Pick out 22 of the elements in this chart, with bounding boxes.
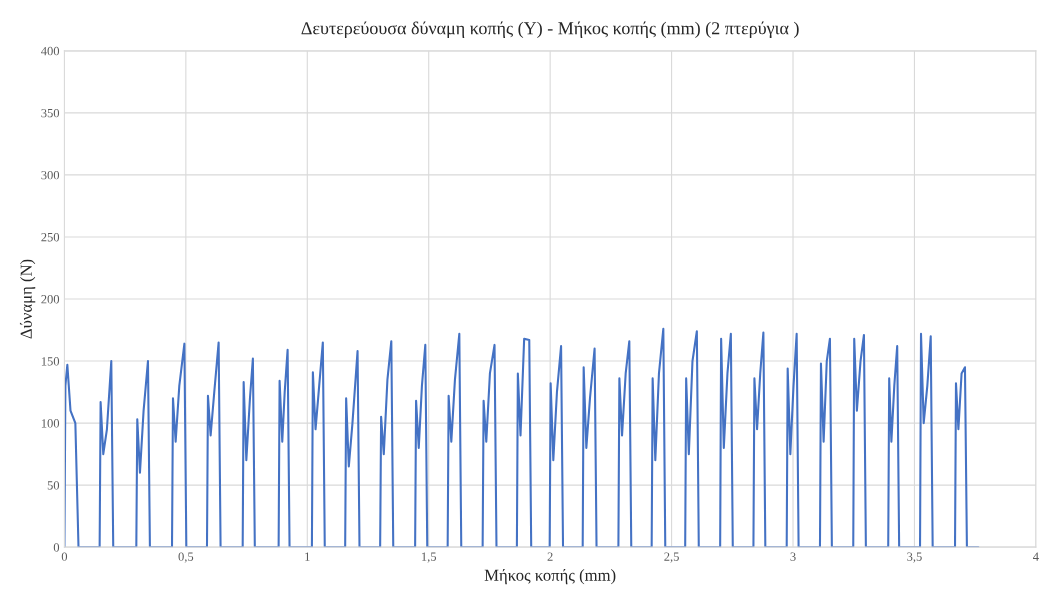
y-tick-label: 350 <box>41 108 60 118</box>
x-tick-label: 1,5 <box>422 552 437 563</box>
x-tick-label: 0 <box>61 552 68 561</box>
x-tick-label: 2,5 <box>664 552 679 563</box>
x-tick-label: 4 <box>1033 552 1039 561</box>
y-tick-label: 250 <box>41 232 60 242</box>
x-tick-label: 1 <box>305 552 310 561</box>
y-axis-title: Δύναμη (N) <box>19 259 36 339</box>
x-tick-label: 0,5 <box>178 552 194 563</box>
y-tick-label: 50 <box>47 481 60 490</box>
y-tick-label: 0 <box>53 543 60 552</box>
x-axis-title: Μήκος κοπής (mm) <box>484 568 616 585</box>
x-tick-label: 2 <box>547 552 553 561</box>
chart-title: Δευτερεύουσα δύναμη κοπής (Y) - Μήκος κοπής (mm) (2 πτερύγια ) <box>301 21 799 39</box>
x-tick-label: 3 <box>790 552 796 561</box>
y-tick-label: 200 <box>41 295 60 304</box>
line-series <box>64 327 980 548</box>
y-tick-label: 400 <box>41 46 60 56</box>
x-tick-label: 3,5 <box>907 552 922 563</box>
y-tick-label: 100 <box>41 419 60 428</box>
y-tick-label: 150 <box>41 357 60 366</box>
y-tick-label: 300 <box>41 170 60 180</box>
